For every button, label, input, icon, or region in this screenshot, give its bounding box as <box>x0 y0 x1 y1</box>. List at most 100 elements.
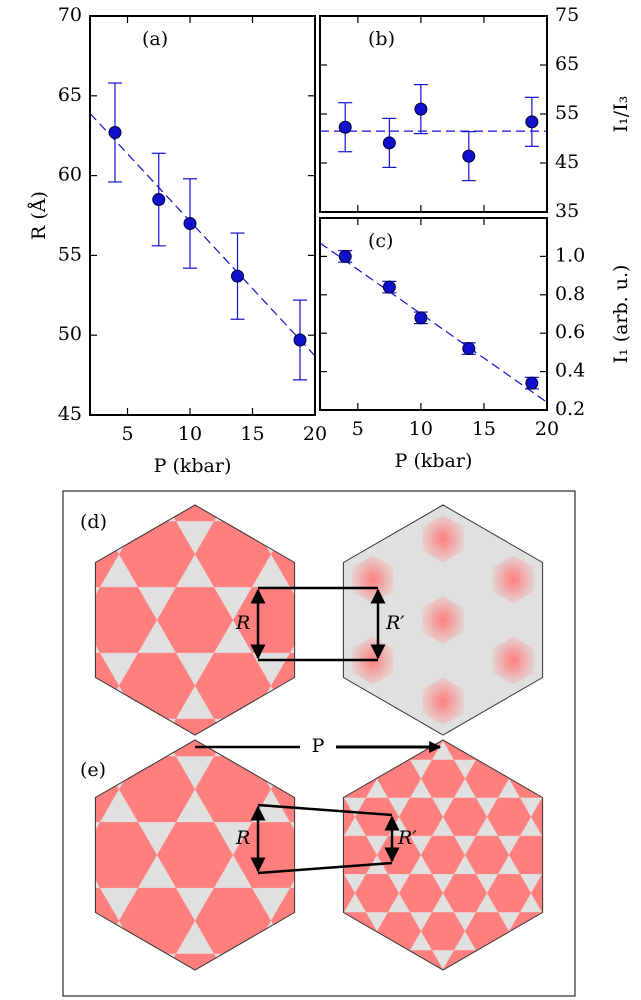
y-tick-label: 45 <box>58 403 82 425</box>
data-point <box>382 136 396 150</box>
y-tick-label: 70 <box>58 4 82 26</box>
plot-area <box>90 82 315 381</box>
lattice-cell <box>289 760 333 798</box>
chart-panel: 35 45 55 65 75 (b) I₁/I₃ <box>319 4 632 222</box>
x-tick-label: 15 <box>240 423 264 445</box>
distance-label: R′ <box>397 827 417 849</box>
lattice-cell <box>343 950 355 970</box>
plot-frame <box>89 15 316 416</box>
panel-label: (b) <box>368 28 395 50</box>
data-point <box>183 216 197 230</box>
x-tick-label: 20 <box>535 418 559 440</box>
x-tick-label: 15 <box>472 418 496 440</box>
lattice-cell <box>487 950 531 970</box>
plot-frame <box>319 217 548 411</box>
y-tick-label: 60 <box>58 164 82 186</box>
data-point <box>462 149 476 163</box>
lattice-cell <box>487 797 531 836</box>
lattice-cell <box>5 587 81 653</box>
fit-line <box>90 112 315 357</box>
pressure-label: P <box>312 735 325 757</box>
distance-label: R <box>235 827 250 849</box>
y-tick-label: 1.0 <box>555 244 585 266</box>
lattice-cell <box>233 953 295 970</box>
lattice-cell <box>355 740 399 760</box>
lattice-cell <box>531 797 543 836</box>
lattice-cell <box>563 596 605 644</box>
lattice-outline <box>94 504 296 736</box>
lattice-cell <box>563 515 605 563</box>
connectors <box>195 586 442 875</box>
lattice-cell <box>487 740 531 760</box>
distance-label: R <box>235 612 250 634</box>
y-tick-label: 65 <box>58 84 82 106</box>
diagram: (d) (e) R R′ R R′ P <box>5 490 619 1000</box>
lattice-cell <box>492 717 535 735</box>
lattice-cell <box>487 874 531 913</box>
lattice-cell <box>421 988 465 1000</box>
x-tick-label: 10 <box>178 423 202 445</box>
lattice-cell <box>399 874 443 913</box>
y-tick-label: 35 <box>555 200 579 222</box>
x-axis-label: P (kbar) <box>154 455 232 477</box>
x-tick-label: 5 <box>121 423 133 445</box>
lattice-outline <box>342 739 544 971</box>
data-point <box>414 102 428 116</box>
lattice-cell <box>343 797 355 836</box>
panel-label: (c) <box>368 230 393 252</box>
lattice-cell <box>509 835 543 875</box>
x-axis-label: P (kbar) <box>395 450 473 472</box>
lattice-cell <box>289 912 333 950</box>
y-tick-label: 65 <box>555 53 579 75</box>
lattice-cell <box>355 950 399 970</box>
diagram-frame <box>62 490 576 997</box>
panel-label: (e) <box>80 759 106 781</box>
data-point <box>338 120 352 134</box>
lattice-cell <box>531 874 543 913</box>
y-tick-label: 55 <box>58 243 82 265</box>
data-point <box>338 249 352 263</box>
fit-line <box>320 242 547 403</box>
lattice-cell <box>233 505 295 522</box>
plot-frame <box>319 15 548 213</box>
lattice-cell <box>492 505 535 523</box>
lattice-cell <box>343 874 355 913</box>
lattice-cell <box>95 587 157 653</box>
y-tick-label: 50 <box>58 323 82 345</box>
data-point <box>462 342 476 356</box>
data-point <box>525 376 539 390</box>
lattice-cell <box>399 797 443 836</box>
lattice-cell <box>492 636 535 685</box>
lattice-cell <box>421 912 465 951</box>
chart-panel: 5 10 15 200.2 0.4 0.6 0.8 1.0 (c) P (kbar) I₁ (arb… <box>319 217 632 472</box>
lattice-cell <box>377 988 421 1000</box>
lattice-cell <box>443 797 487 836</box>
plot-area <box>320 83 547 182</box>
lattice-outline <box>342 504 544 736</box>
lattices <box>5 504 619 1000</box>
lattice-cell <box>563 677 605 725</box>
data-point <box>414 311 428 325</box>
panel-label: (d) <box>80 511 107 533</box>
lattice-cell <box>422 677 464 726</box>
x-tick-label: 5 <box>352 418 364 440</box>
y-tick-label: 45 <box>555 151 579 173</box>
lattice-cell <box>5 822 81 888</box>
lattice-cell <box>157 822 233 888</box>
data-point <box>293 333 307 347</box>
x-tick-label: 20 <box>303 423 327 445</box>
lattice-cell <box>575 798 619 836</box>
data-point <box>382 280 396 294</box>
lattice-cell <box>95 822 157 888</box>
distance-label: R′ <box>385 612 405 634</box>
y-tick-label: 75 <box>555 4 579 26</box>
lattice-cell <box>465 988 509 1000</box>
y-tick-label: 55 <box>555 102 579 124</box>
x-tick-label: 10 <box>409 418 433 440</box>
y-tick-label: 0.8 <box>555 283 585 305</box>
panel-label: (a) <box>142 28 168 50</box>
chart-panel: 5 10 15 20 45 50 55 60 65 70 (a) P (kbar) R (Å) <box>28 4 327 477</box>
lattice-cell <box>465 835 509 875</box>
connector <box>257 803 393 817</box>
